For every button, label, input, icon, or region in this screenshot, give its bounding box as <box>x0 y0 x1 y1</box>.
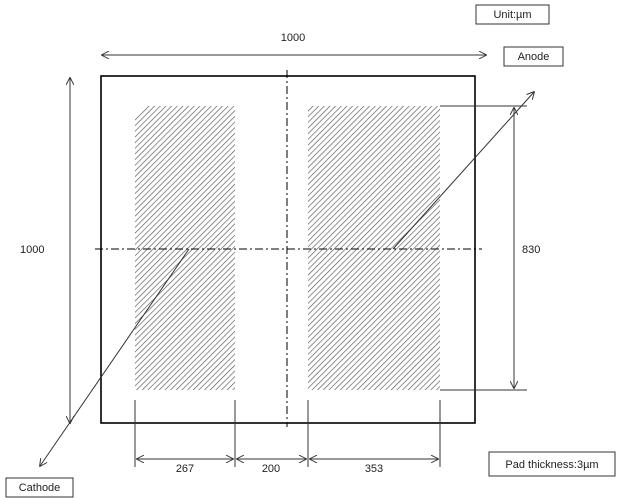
anode-pad <box>308 106 440 390</box>
anode-leader-line <box>392 92 534 250</box>
right-height-label: 830 <box>522 244 540 256</box>
pad-thickness-box <box>488 451 616 477</box>
pad-thickness-label: Pad thickness:3µm <box>505 459 598 471</box>
anode-width-label: 353 <box>365 463 383 475</box>
top-width-label: 1000 <box>281 32 305 44</box>
cathode-label: Cathode <box>19 482 61 494</box>
unit-label-box <box>475 4 550 25</box>
cathode-pad <box>135 106 235 390</box>
unit-label: Unit:µm <box>493 9 531 21</box>
anode-label: Anode <box>518 51 550 63</box>
gap-label: 200 <box>262 463 280 475</box>
cathode-width-label: 267 <box>176 463 194 475</box>
left-height-label: 1000 <box>20 244 44 256</box>
cathode-label-box <box>5 477 74 498</box>
anode-label-box <box>503 46 564 67</box>
cathode-leader-line <box>40 248 190 466</box>
